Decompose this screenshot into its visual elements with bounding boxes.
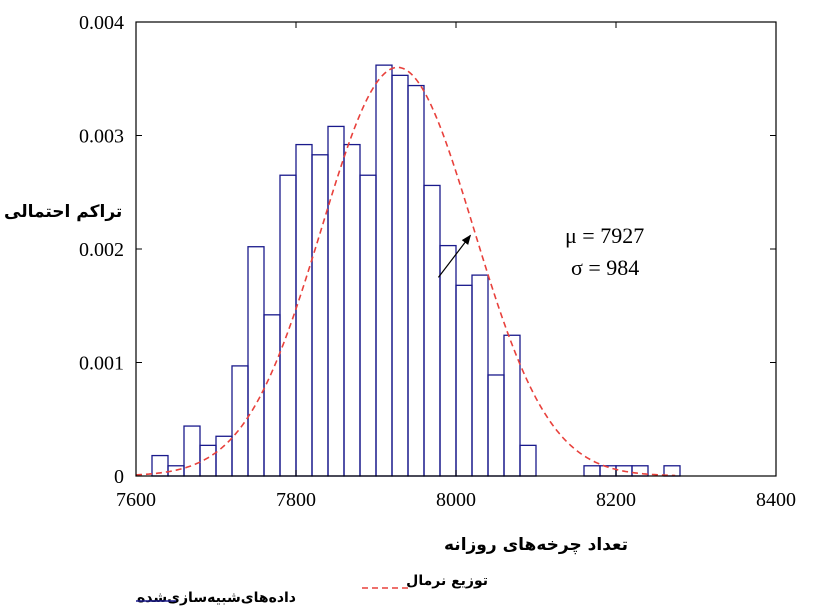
histogram-bar: [199, 444, 217, 477]
y-tick-label: 0.003: [79, 126, 124, 148]
y-tick-label: 0: [114, 466, 124, 488]
x-tick-label: 8200: [596, 489, 636, 511]
histogram-bar: [231, 365, 249, 477]
y-tick-label: 0.002: [79, 239, 124, 261]
y-axis-title: تراکم احتمالی: [4, 202, 122, 222]
histogram-bar: [375, 64, 393, 477]
histogram-bar: [487, 374, 505, 477]
histogram-bar: [391, 74, 409, 477]
y-axis-tick-labels: 0 0.001 0.002 0.003 0.004: [79, 12, 124, 488]
x-tick-label: 8000: [436, 489, 476, 511]
mu-annotation: μ = 7927: [565, 223, 644, 248]
legend: توزیع نرمال داده‌های‌شبیه‌سازی‌شده: [136, 573, 488, 606]
histogram-bar: [343, 143, 361, 477]
x-tick-label: 8400: [756, 489, 796, 511]
histogram-bar: [455, 284, 473, 477]
x-axis-title: تعداد چرخه‌های روزانه: [444, 535, 628, 555]
histogram-bar: [295, 143, 313, 477]
x-tick-label: 7800: [276, 489, 316, 511]
histogram-bar: [583, 465, 601, 477]
y-tick-label: 0.001: [79, 353, 124, 375]
histogram-bar: [407, 84, 425, 477]
histogram-bar: [471, 274, 489, 477]
histogram-bar: [359, 174, 377, 477]
histogram-bar: [263, 314, 281, 477]
sigma-annotation: σ = 984: [571, 255, 639, 280]
legend-label-simulated: داده‌های‌شبیه‌سازی‌شده: [137, 590, 296, 606]
histogram-bar: [503, 334, 521, 477]
histogram-bar: [215, 435, 233, 477]
histogram-bar: [439, 244, 457, 477]
histogram-bar: [183, 425, 201, 477]
histogram-bar: [247, 246, 265, 477]
histogram-bar: [327, 125, 345, 477]
annotation-arrow: [437, 234, 472, 278]
histogram-bar: [423, 184, 441, 477]
axis-ticks: [135, 21, 777, 477]
histogram-bar: [311, 154, 329, 477]
x-axis-tick-labels: 7600 7800 8000 8200 8400: [116, 489, 796, 511]
y-tick-label: 0.004: [79, 12, 124, 34]
histogram-bar: [519, 444, 537, 477]
histogram-bar: [279, 174, 297, 477]
normal-distribution-curve: [135, 66, 676, 477]
legend-label-normal: توزیع نرمال: [406, 573, 488, 589]
x-tick-label: 7600: [116, 489, 156, 511]
